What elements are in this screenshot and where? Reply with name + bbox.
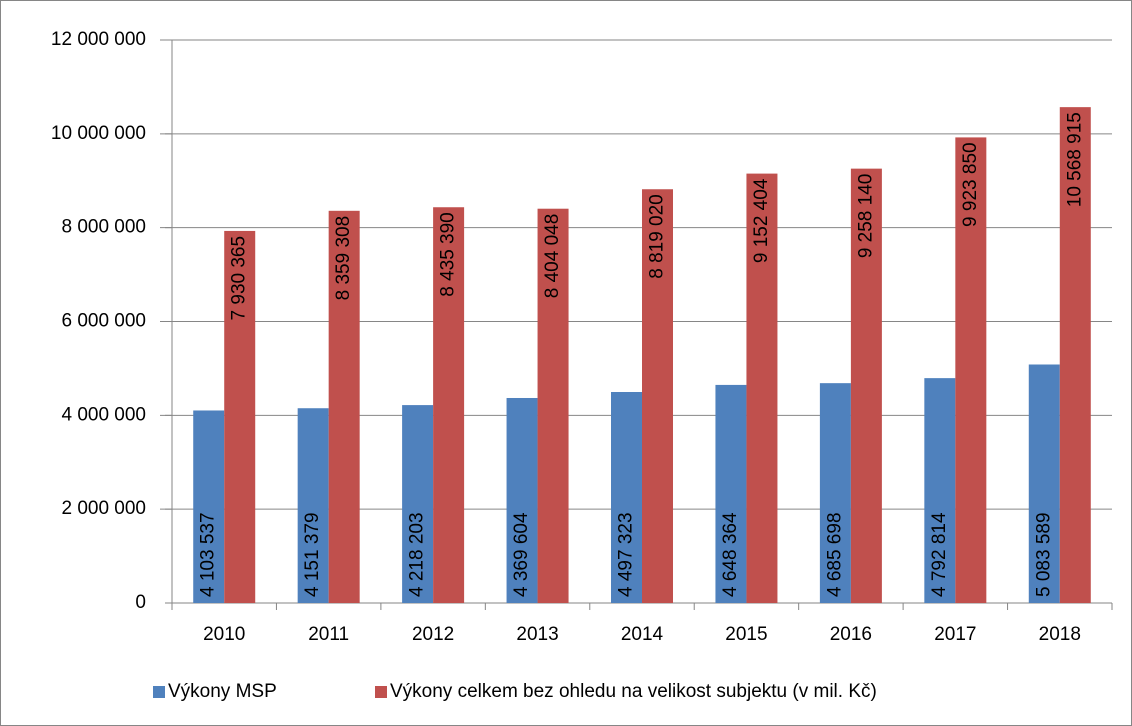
bar: [193, 410, 225, 603]
bar: [1059, 107, 1091, 604]
value-label: 4 151 379: [302, 512, 323, 597]
value-label: 7 930 365: [229, 236, 250, 321]
value-label: 4 369 604: [511, 512, 532, 597]
bar: [819, 383, 851, 603]
value-label: 4 497 323: [616, 512, 637, 597]
value-label: 8 435 390: [438, 212, 459, 297]
value-label: 4 103 537: [198, 512, 219, 597]
bar: [642, 189, 673, 604]
value-label: 8 819 020: [647, 194, 668, 279]
value-label: 9 258 140: [855, 174, 876, 259]
legend-label: Výkony MSP: [168, 681, 277, 702]
x-tick-label: 2016: [830, 624, 872, 645]
value-label: 9 923 850: [960, 142, 981, 227]
x-tick-label: 2015: [725, 624, 767, 645]
y-tick-label: 4 000 000: [61, 404, 146, 425]
legend-label: Výkony celkem bez ohledu na velikost sub…: [390, 681, 877, 702]
legend-swatch: [375, 686, 387, 698]
value-label: 8 404 048: [542, 214, 563, 299]
bar: [297, 408, 329, 603]
y-tick-label: 10 000 000: [51, 123, 146, 144]
value-label: 4 648 364: [720, 512, 741, 597]
x-tick-label: 2012: [412, 624, 454, 645]
x-tick-label: 2011: [308, 624, 349, 645]
x-tick-label: 2010: [203, 624, 245, 645]
bar: [402, 405, 434, 603]
y-tick-label: 8 000 000: [61, 217, 146, 238]
bar: [955, 137, 987, 603]
bar: [433, 207, 465, 603]
x-tick-label: 2017: [934, 624, 976, 645]
value-label: 8 359 308: [333, 216, 354, 301]
value-label: 10 568 915: [1064, 112, 1085, 207]
y-tick-label: 0: [135, 592, 146, 613]
x-tick-label: 2014: [621, 624, 664, 645]
y-tick-label: 6 000 000: [61, 311, 146, 332]
x-tick-label: 2018: [1039, 624, 1081, 645]
value-label: 4 792 814: [929, 512, 950, 597]
value-label: 4 685 698: [824, 512, 845, 597]
value-label: 9 152 404: [751, 178, 772, 263]
bar: [224, 230, 256, 603]
bar: [746, 173, 778, 603]
y-tick-label: 2 000 000: [61, 498, 146, 519]
legend-swatch: [153, 686, 165, 698]
bar: [537, 208, 569, 603]
bar: [924, 378, 956, 603]
x-tick-label: 2013: [516, 624, 558, 645]
y-tick-label: 12 000 000: [51, 29, 146, 50]
bar: [715, 384, 747, 603]
bar: [611, 392, 642, 603]
bar: [1028, 364, 1060, 603]
bar: [506, 397, 538, 603]
value-label: 4 218 203: [407, 512, 428, 597]
bar: [850, 168, 882, 604]
bar: [328, 210, 360, 603]
value-label: 5 083 589: [1033, 512, 1054, 597]
